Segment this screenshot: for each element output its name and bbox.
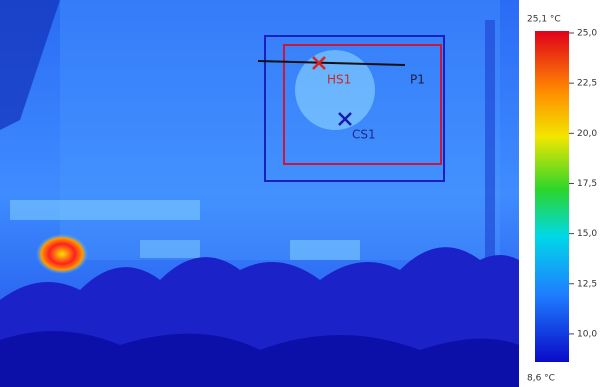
color-scale xyxy=(535,31,569,362)
scale-tick-label: 22,5 xyxy=(577,79,597,89)
scale-tick-label: 15,0 xyxy=(577,229,597,239)
scale-tick-label: 12,5 xyxy=(577,279,597,289)
scale-max-label: 25,1 °C xyxy=(527,15,561,25)
hot-spot-label: HS1 xyxy=(327,73,351,87)
thermal-view: P1 HS1 CS1 25,1 °C 8,6 °C 25,0 22,5 20,0 17… xyxy=(0,0,614,387)
scale-tick-label: 20,0 xyxy=(577,129,597,139)
profile-label: P1 xyxy=(410,73,425,87)
scale-tick-label: 25,0 xyxy=(577,29,597,39)
cold-spot-label: CS1 xyxy=(352,128,376,142)
scale-tick-label: 17,5 xyxy=(577,179,597,189)
scale-min-label: 8,6 °C xyxy=(527,374,555,384)
scale-tick-label: 10,0 xyxy=(577,329,597,339)
